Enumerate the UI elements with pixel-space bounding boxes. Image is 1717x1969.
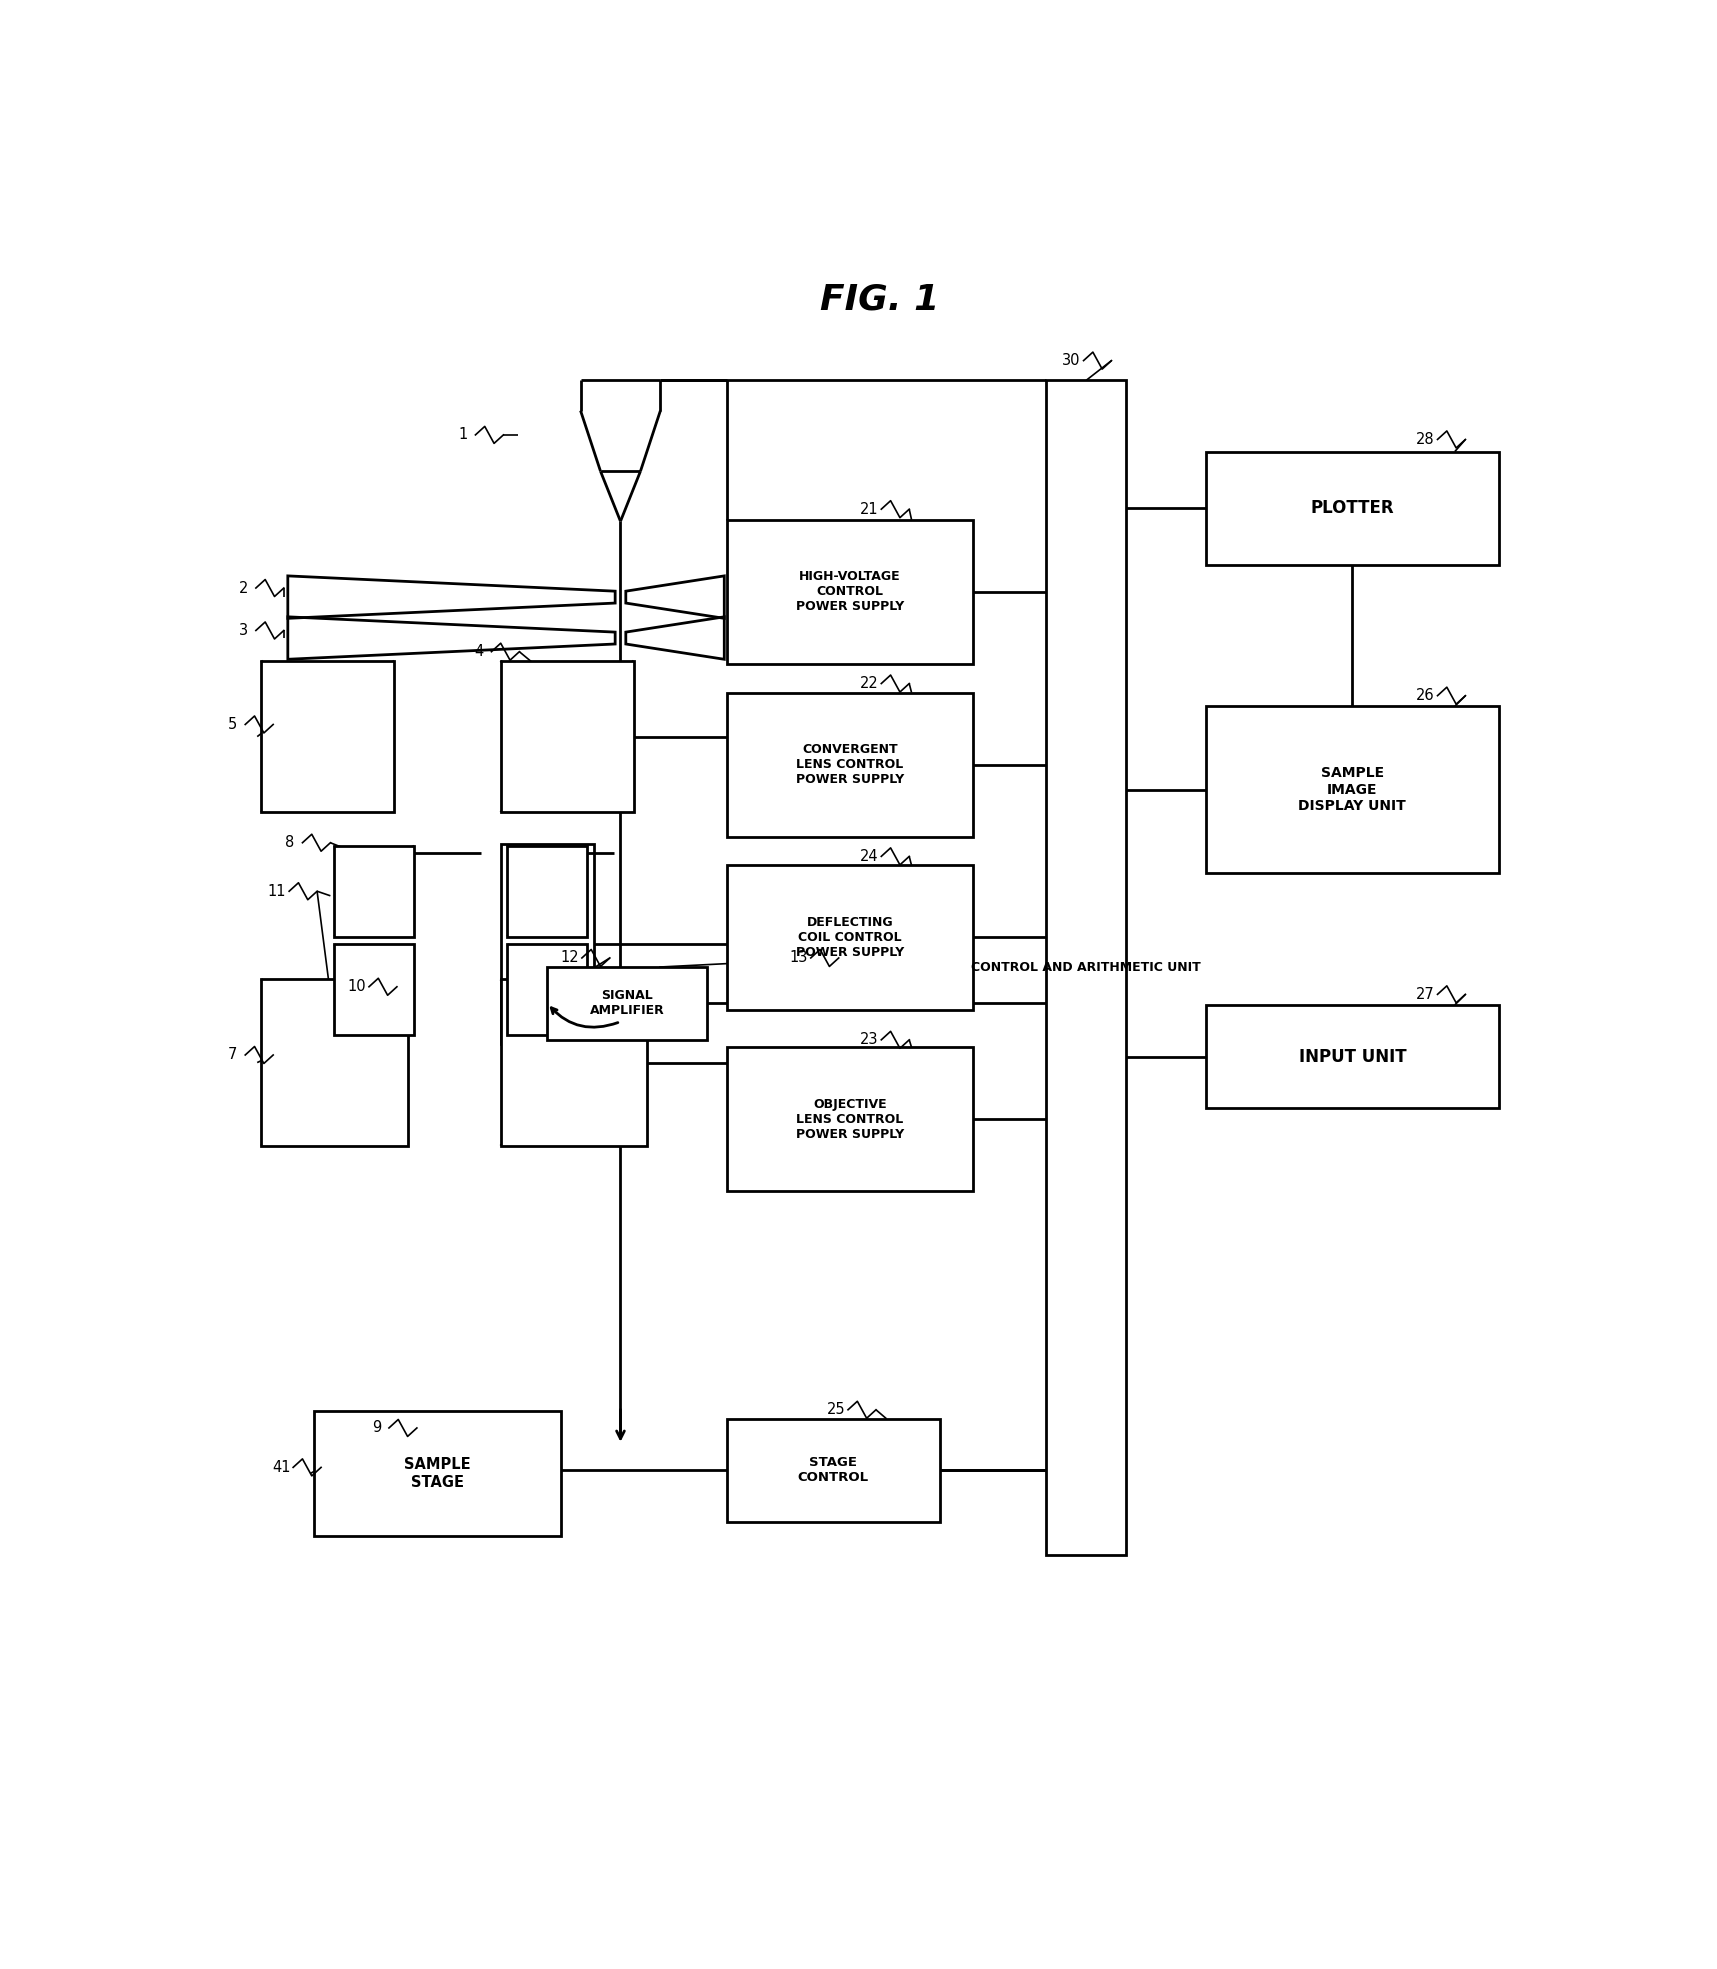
Bar [1205,1004,1499,1109]
Bar [1205,451,1499,565]
Bar [314,1412,560,1536]
Text: 10: 10 [347,979,366,994]
Bar [726,1048,974,1191]
Text: 11: 11 [268,884,287,898]
Text: SIGNAL
AMPLIFIER: SIGNAL AMPLIFIER [589,990,664,1018]
Text: 26: 26 [1417,689,1435,703]
Text: 22: 22 [860,675,879,691]
Bar [548,967,707,1040]
Text: INPUT UNIT: INPUT UNIT [1298,1048,1406,1065]
Text: 8: 8 [285,835,294,851]
Text: 1: 1 [458,427,467,443]
Text: 5: 5 [228,717,237,732]
Text: HIGH-VOLTAGE
CONTROL
POWER SUPPLY: HIGH-VOLTAGE CONTROL POWER SUPPLY [797,571,905,612]
Text: SAMPLE
STAGE: SAMPLE STAGE [403,1457,470,1491]
Bar [261,662,395,813]
Bar [1205,707,1499,872]
Text: 2: 2 [239,581,247,595]
Text: 24: 24 [860,849,879,864]
Text: OBJECTIVE
LENS CONTROL
POWER SUPPLY: OBJECTIVE LENS CONTROL POWER SUPPLY [797,1099,905,1140]
Text: 4: 4 [474,644,484,660]
Bar [501,662,634,813]
Text: PLOTTER: PLOTTER [1310,500,1394,518]
Text: 30: 30 [1063,352,1080,368]
Bar [726,520,974,664]
Text: FIG. 1: FIG. 1 [821,284,939,317]
Bar [726,866,974,1010]
Text: DEFLECTING
COIL CONTROL
POWER SUPPLY: DEFLECTING COIL CONTROL POWER SUPPLY [797,916,905,959]
Text: SAMPLE
IMAGE
DISPLAY UNIT: SAMPLE IMAGE DISPLAY UNIT [1298,766,1406,813]
Text: CONVERGENT
LENS CONTROL
POWER SUPPLY: CONVERGENT LENS CONTROL POWER SUPPLY [797,742,905,786]
Bar [335,847,414,937]
Text: 41: 41 [271,1459,290,1475]
Text: STAGE
CONTROL: STAGE CONTROL [798,1457,869,1485]
Text: 13: 13 [790,951,809,965]
Text: 21: 21 [860,502,879,516]
Text: 23: 23 [860,1032,879,1048]
Bar [335,945,414,1036]
Bar [1046,380,1126,1556]
Text: CONTROL AND ARITHMETIC UNIT: CONTROL AND ARITHMETIC UNIT [972,961,1202,975]
Bar [501,979,647,1146]
Text: 27: 27 [1417,986,1435,1002]
Text: 25: 25 [828,1402,845,1418]
Bar [508,945,587,1036]
Text: 7: 7 [228,1048,237,1063]
Bar [508,847,587,937]
Bar [501,845,594,1044]
Bar [726,1420,939,1522]
Bar [261,979,407,1146]
Text: 3: 3 [239,622,247,638]
Text: 9: 9 [371,1420,381,1435]
Bar [726,693,974,837]
Text: 28: 28 [1417,431,1435,447]
Text: 12: 12 [560,951,579,965]
